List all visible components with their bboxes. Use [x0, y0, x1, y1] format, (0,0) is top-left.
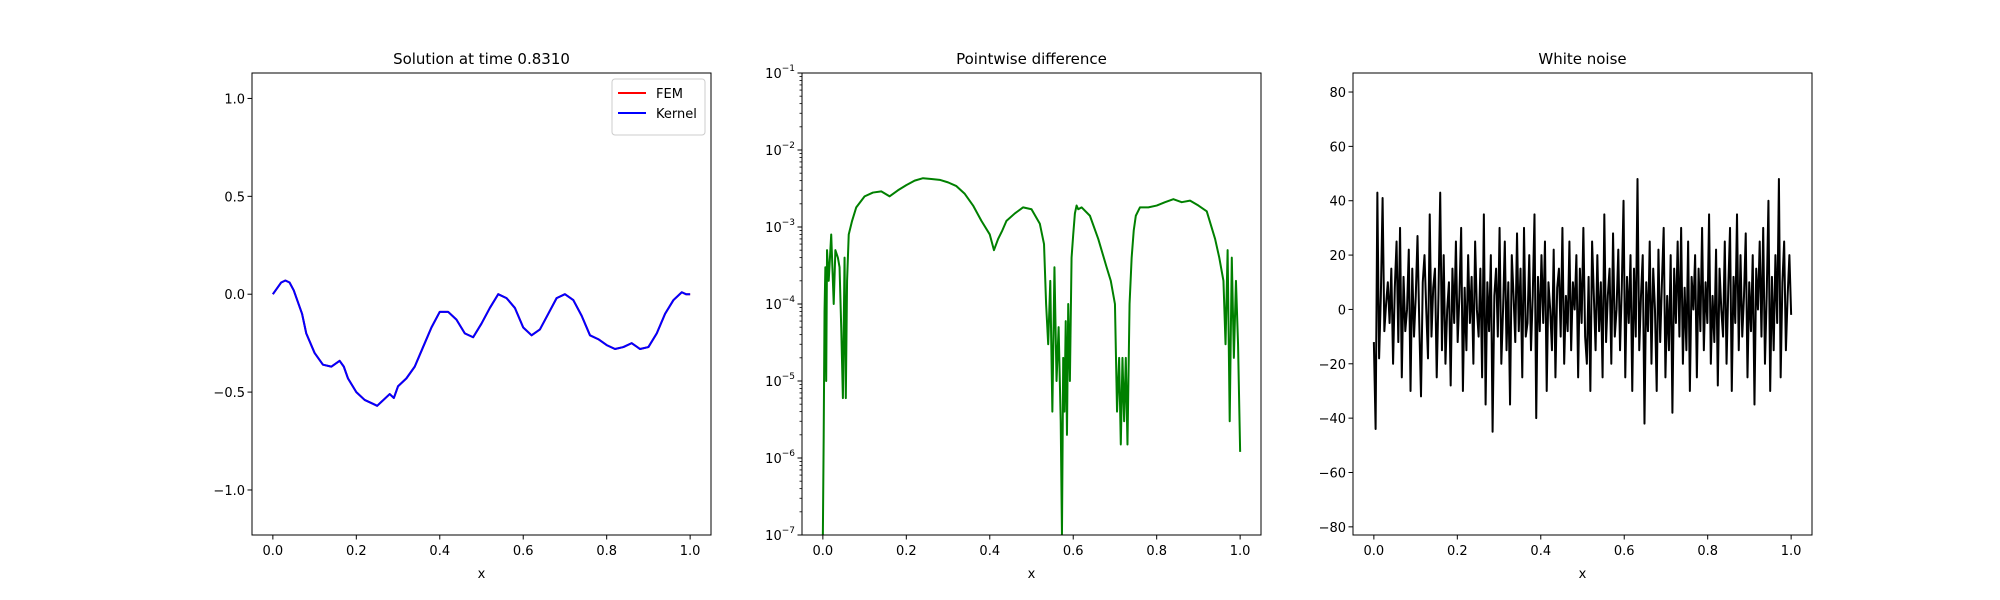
legend: FEM Kernel — [611, 78, 706, 136]
white-noise-chart: White noise x 0.0 0.2 0.4 0.6 0.8 1.0 −80 −60 −40 −… — [1319, 50, 1813, 582]
y-tick-label: 10−5 — [765, 372, 795, 390]
y-tick-label: 60 — [1329, 140, 1346, 155]
x-tick-label: 0.0 — [263, 544, 284, 559]
y-tick-label: −1.0 — [213, 484, 245, 499]
plot-area — [1372, 177, 1793, 433]
y-tick-label: 10−7 — [765, 526, 795, 544]
series-line-0 — [1372, 177, 1793, 433]
x-tick-label: 0.8 — [1146, 544, 1167, 559]
legend-label: Kernel — [656, 107, 697, 122]
y-tick-label: 0.5 — [224, 190, 245, 205]
x-axis-label: x — [478, 567, 486, 582]
legend-label: FEM — [656, 87, 683, 102]
x-tick-label: 0.0 — [1364, 544, 1385, 559]
x-tick-label: 0.6 — [513, 544, 534, 559]
x-axis-label: x — [1028, 567, 1036, 582]
chart-title: Pointwise difference — [956, 50, 1107, 68]
x-tick-label: 1.0 — [1230, 544, 1251, 559]
solution-chart: Solution at time 0.8310 x 0.0 0.2 0.4 0.6 0.8 1… — [213, 50, 712, 582]
y-tick-label: 40 — [1329, 195, 1346, 210]
y-tick-label: 10−3 — [765, 218, 795, 236]
y-tick-label: 0.0 — [224, 288, 245, 303]
y-tick-label: −20 — [1319, 358, 1346, 373]
y-tick-label: −80 — [1319, 521, 1346, 536]
y-tick-label: 20 — [1329, 249, 1346, 264]
y-tick-label: −60 — [1319, 466, 1346, 481]
y-tick-label: 10−6 — [765, 449, 795, 467]
x-tick-label: 0.4 — [1530, 544, 1551, 559]
x-tick-label: 0.2 — [346, 544, 367, 559]
y-tick-label: 10−1 — [765, 64, 795, 82]
chart-title: White noise — [1538, 50, 1626, 68]
x-tick-label: 0.2 — [1447, 544, 1468, 559]
x-tick-label: 1.0 — [1781, 544, 1802, 559]
y-tick-label: 1.0 — [224, 92, 245, 107]
y-tick-label: 80 — [1329, 86, 1346, 101]
plot-area — [821, 177, 1242, 535]
x-tick-label: 1.0 — [680, 544, 701, 559]
plot-area — [272, 279, 691, 407]
y-tick-label: −40 — [1319, 412, 1346, 427]
x-tick-label: 0.6 — [1063, 544, 1084, 559]
x-tick-label: 0.8 — [596, 544, 617, 559]
x-tick-label: 0.0 — [813, 544, 834, 559]
axes-frame — [801, 72, 1262, 536]
x-tick-label: 0.4 — [979, 544, 1000, 559]
series-line-fem — [272, 279, 691, 407]
series-line-kernel — [272, 279, 691, 407]
x-tick-label: 0.6 — [1614, 544, 1635, 559]
x-tick-label: 0.8 — [1697, 544, 1718, 559]
chart-title: Solution at time 0.8310 — [393, 50, 570, 68]
axes-frame — [1352, 72, 1813, 536]
pointwise-difference-chart: Pointwise difference x 0.0 0.2 0.4 0.6 0.8 1.0 1… — [765, 50, 1262, 582]
y-tick-label: 10−4 — [765, 295, 795, 313]
axes-frame — [251, 72, 712, 536]
x-axis-label: x — [1579, 567, 1587, 582]
x-tick-label: 0.2 — [896, 544, 917, 559]
x-tick-label: 0.4 — [429, 544, 450, 559]
y-tick-label: −0.5 — [213, 386, 245, 401]
y-tick-label: 0 — [1338, 303, 1346, 318]
y-tick-label: 10−2 — [765, 141, 795, 159]
series-line-0 — [821, 177, 1242, 535]
